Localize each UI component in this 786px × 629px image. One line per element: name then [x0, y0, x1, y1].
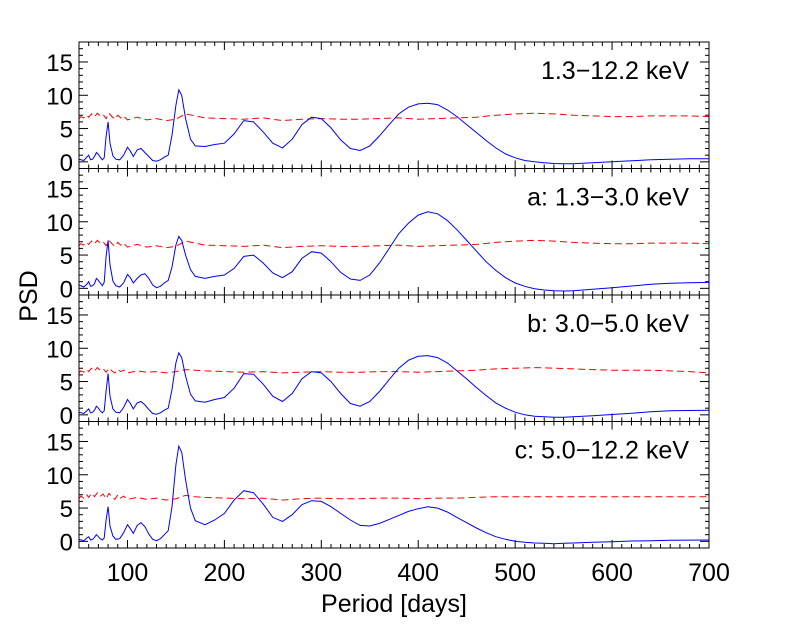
y-tick-label: 5 [60, 117, 73, 144]
psd-line [79, 88, 709, 165]
y-tick-label: 5 [60, 496, 73, 523]
y-tick-label: 10 [46, 463, 73, 490]
y-tick-label: 15 [46, 303, 73, 330]
psd-line [79, 351, 709, 418]
x-tick-label: 100 [107, 559, 149, 587]
panel-frame [78, 421, 710, 549]
x-tick-label: 500 [494, 559, 536, 587]
panel-2: 0 5 10 15 a: 1.3−3.0 keV [46, 168, 710, 303]
panel-band-label: b: 3.0−5.0 keV [527, 310, 689, 338]
x-tick-label: 700 [688, 559, 730, 587]
y-tick-label: 10 [46, 83, 73, 110]
y-tick-label: 10 [46, 336, 73, 363]
x-axis-label: Period [days] [321, 590, 467, 618]
significance-line [79, 491, 709, 501]
panel-band-label: a: 1.3−3.0 keV [527, 184, 689, 212]
x-tick-label: 400 [397, 559, 439, 587]
y-tick-label: 0 [60, 403, 73, 430]
psd-line [79, 211, 709, 292]
y-tick-label: 10 [46, 210, 73, 237]
y-tick-label: 5 [60, 370, 73, 397]
x-tick-label: 600 [591, 559, 633, 587]
x-axis: 100 200 300 400 500 600 700 [107, 559, 730, 587]
x-tick-label: 200 [204, 559, 246, 587]
panel-1: 0 5 10 15 1.3−12.2 keV [46, 41, 710, 177]
y-tick-label: 0 [60, 529, 73, 556]
panel-band-label: c: 5.0−12.2 keV [515, 437, 690, 465]
y-tick-label: 15 [46, 429, 73, 456]
significance-line [79, 366, 709, 374]
panel-band-label: 1.3−12.2 keV [541, 57, 689, 85]
panel-3: 0 5 10 15 b: 3.0−5.0 keV [46, 294, 710, 430]
panel-4: 0 5 10 15 c: 5.0−12.2 keV [46, 421, 710, 556]
y-tick-label: 15 [46, 50, 73, 77]
y-tick-label: 15 [46, 176, 73, 203]
panels-layer: 0 5 10 15 1.3−12.2 keV 0 5 10 15 a: 1.3−3.0 keV 0 5… [46, 41, 710, 556]
x-tick-label: 300 [300, 559, 342, 587]
y-axis-label: PSD [15, 270, 43, 321]
y-tick-label: 0 [60, 150, 73, 177]
significance-line [79, 112, 709, 122]
significance-line [79, 239, 709, 249]
psd-line [79, 444, 709, 545]
y-tick-label: 5 [60, 243, 73, 270]
y-tick-label: 0 [60, 276, 73, 303]
